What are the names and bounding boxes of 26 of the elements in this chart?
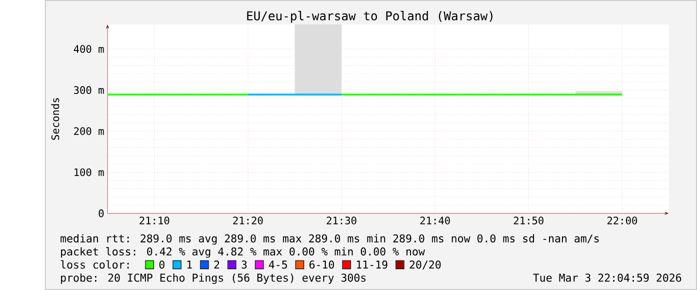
x-tick-label: 21:10 xyxy=(140,216,170,224)
legend-label: 1 xyxy=(187,260,192,268)
y-tick-label: 400 m xyxy=(74,45,104,53)
x-tick-label: 21:50 xyxy=(514,216,544,224)
x-tick-label: 22:00 xyxy=(607,216,637,224)
legend-label: 20/20 xyxy=(410,260,441,270)
legend-label: 11-19 xyxy=(356,260,388,269)
x-tick-label: 21:30 xyxy=(326,216,356,224)
y-tick-label: 300 m xyxy=(74,86,104,94)
text: median rtt: 289.0 ms avg 289.0 ms max 289.0 ms min 289.0 ms now 0.0 ms sd -nan am/s xyxy=(60,234,599,245)
text: packet loss: 0.42 % avg 4.82 % max 0.00 % min 0.00 % now xyxy=(61,247,425,258)
y-axis-title: Seconds xyxy=(51,98,60,140)
legend-label: 0 xyxy=(159,260,164,269)
text: probe: 20 ICMP Echo Pings (56 Bytes) every 300s xyxy=(61,273,366,284)
x-tick-label: 21:40 xyxy=(420,216,450,224)
legend-label: 4-5 xyxy=(268,260,287,269)
legend-title: loss color: xyxy=(60,260,129,269)
x-tick-label: 21:20 xyxy=(233,216,263,224)
chart-title: EU/eu-pl-warsaw to Poland (Warsaw) xyxy=(247,10,492,23)
y-tick-label: 100 m xyxy=(74,168,104,176)
legend-label: 6-10 xyxy=(309,260,334,269)
y-tick-label: 200 m xyxy=(74,127,104,136)
legend-label: 2 xyxy=(214,260,220,268)
legend-label: 3 xyxy=(242,260,247,269)
text: Tue Mar 3 22:04:59 2026 xyxy=(533,274,682,282)
y-tick-label: 0 xyxy=(98,209,104,218)
